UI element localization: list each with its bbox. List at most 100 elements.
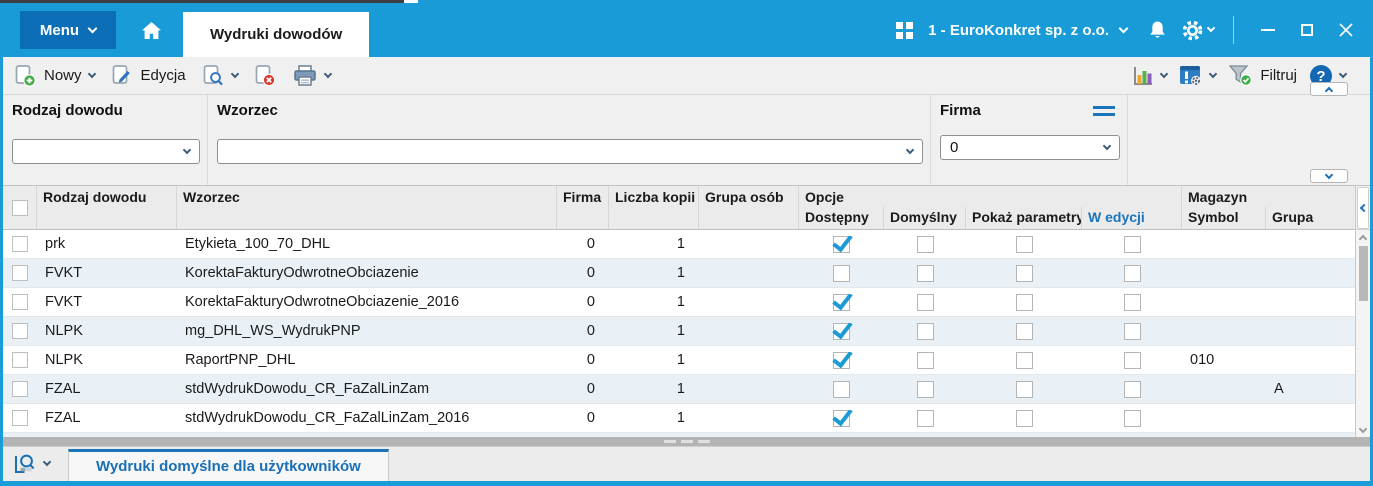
- edycja-checkbox[interactable]: [1123, 351, 1141, 369]
- collapse-filter-button[interactable]: [1310, 82, 1348, 96]
- column-header-wzorzec[interactable]: Wzorzec: [177, 186, 557, 229]
- collapse-side-panel-button[interactable]: [1357, 187, 1369, 229]
- domyslny-checkbox[interactable]: [916, 380, 934, 398]
- dostepny-checkbox[interactable]: [833, 409, 850, 427]
- preview-button[interactable]: [201, 64, 239, 88]
- analysis-button[interactable]: [1132, 65, 1169, 87]
- dostepny-checkbox[interactable]: [833, 235, 850, 253]
- bottom-tab-wydruki-domyslne[interactable]: Wydruki domyślne dla użytkowników: [68, 449, 389, 481]
- home-button[interactable]: [141, 21, 162, 40]
- filter-firma-select[interactable]: 0: [940, 135, 1120, 160]
- domyslny-checkbox[interactable]: [916, 293, 934, 311]
- filter-options-icon[interactable]: [1093, 105, 1115, 116]
- menu-button[interactable]: Menu: [20, 11, 116, 49]
- filter-wzorzec-label: Wzorzec: [217, 102, 278, 119]
- domyslny-checkbox[interactable]: [916, 351, 934, 369]
- pokaz-checkbox[interactable]: [1015, 235, 1033, 253]
- expand-filter-button[interactable]: [1310, 169, 1348, 183]
- filter-wzorzec-select[interactable]: [217, 139, 923, 164]
- dostepny-checkbox[interactable]: [833, 380, 850, 398]
- column-header-grupa-osob[interactable]: Grupa osób: [699, 186, 799, 229]
- pokaz-checkbox[interactable]: [1015, 351, 1033, 369]
- close-button[interactable]: [1339, 23, 1353, 37]
- printer-icon: [293, 64, 316, 86]
- pokaz-checkbox[interactable]: [1015, 380, 1033, 398]
- edit-button[interactable]: Edycja: [110, 64, 186, 88]
- edycja-checkbox[interactable]: [1123, 409, 1141, 427]
- pokaz-checkbox[interactable]: [1015, 322, 1033, 340]
- pokaz-checkbox[interactable]: [1015, 409, 1033, 427]
- scroll-up-button[interactable]: [1356, 230, 1370, 244]
- edit-button-label: Edycja: [140, 67, 186, 84]
- row-select-checkbox[interactable]: [12, 410, 28, 426]
- dostepny-checkbox[interactable]: [833, 293, 850, 311]
- column-header-liczba-kopii[interactable]: Liczba kopii: [609, 186, 699, 229]
- pokaz-checkbox[interactable]: [1015, 293, 1033, 311]
- tab-wydruki-dowodow[interactable]: Wydruki dowodów: [183, 12, 370, 57]
- company-selector[interactable]: 1 - EuroKonkret sp. z o.o.: [928, 22, 1129, 39]
- column-header-rodzaj-dowodu[interactable]: Rodzaj dowodu: [37, 186, 177, 229]
- row-select-checkbox[interactable]: [12, 381, 28, 397]
- column-header-w-edycji[interactable]: W edycji: [1082, 207, 1182, 229]
- row-select-checkbox[interactable]: [12, 352, 28, 368]
- new-button[interactable]: Nowy: [13, 64, 96, 88]
- delete-button[interactable]: [253, 64, 277, 88]
- settings-button[interactable]: [1182, 20, 1216, 41]
- column-header-domyslny[interactable]: Domyślny: [884, 207, 966, 229]
- dostepny-checkbox[interactable]: [833, 322, 850, 340]
- vertical-scrollbar[interactable]: [1356, 229, 1370, 437]
- row-select-checkbox[interactable]: [12, 265, 28, 281]
- column-header-firma[interactable]: Firma: [557, 186, 609, 229]
- row-select-checkbox[interactable]: [12, 236, 28, 252]
- maximize-button[interactable]: [1301, 24, 1313, 36]
- row-select-checkbox[interactable]: [12, 323, 28, 339]
- print-button[interactable]: [292, 64, 332, 88]
- table-row[interactable]: FVKT KorektaFakturyOdwrotneObciazenie_201…: [3, 288, 1355, 317]
- dostepny-checkbox[interactable]: [833, 351, 850, 369]
- notifications-button[interactable]: [1148, 20, 1167, 40]
- domyslny-checkbox[interactable]: [916, 409, 934, 427]
- cell-rodzaj-dowodu: FVKT: [45, 265, 83, 281]
- bottom-preview-button[interactable]: [13, 453, 52, 475]
- scrollbar-thumb[interactable]: [1358, 246, 1368, 301]
- table-row[interactable]: FZAL stdWydrukDowodu_CR_FaZalLinZam_2016 0…: [3, 404, 1355, 433]
- edycja-checkbox[interactable]: [1123, 235, 1141, 253]
- table-row[interactable]: FZAL stdWydrukDowodu_CR_FaZalLinZam 0 1 A: [3, 375, 1355, 404]
- minimize-button[interactable]: [1261, 29, 1275, 31]
- table-row[interactable]: NLPK RaportPNP_DHL 0 1 010: [3, 346, 1355, 375]
- dostepny-checkbox[interactable]: [833, 264, 850, 282]
- domyslny-checkbox[interactable]: [916, 264, 934, 282]
- column-group-opcje[interactable]: Opcje: [799, 186, 1182, 207]
- scroll-down-button[interactable]: [1356, 423, 1370, 437]
- filter-rodzaj-dowodu-select[interactable]: [12, 139, 200, 164]
- help-button[interactable]: ?: [1309, 64, 1348, 88]
- column-header-dostepny[interactable]: Dostępny: [799, 207, 884, 229]
- row-select-checkbox[interactable]: [12, 294, 28, 310]
- domyslny-checkbox[interactable]: [916, 235, 934, 253]
- column-header-symbol[interactable]: Symbol: [1182, 207, 1266, 229]
- cell-pokaz: [966, 264, 1082, 282]
- cell-pokaz: [966, 293, 1082, 311]
- select-all-checkbox[interactable]: [11, 199, 28, 216]
- chevron-up-icon: [1324, 86, 1334, 95]
- cell-wzorzec: mg_DHL_WS_WydrukPNP: [185, 323, 361, 339]
- pokaz-checkbox[interactable]: [1015, 264, 1033, 282]
- table-row[interactable]: prk Etykieta_100_70_DHL 0 1: [3, 230, 1355, 259]
- column-group-magazyn[interactable]: Magazyn: [1188, 189, 1248, 205]
- alerts-settings-button[interactable]: [1179, 65, 1218, 87]
- edycja-checkbox[interactable]: [1123, 322, 1141, 340]
- table-row[interactable]: FVKT KorektaFakturyOdwrotneObciazenie 0 1: [3, 259, 1355, 288]
- apps-button[interactable]: [896, 21, 914, 39]
- cell-wzorzec: KorektaFakturyOdwrotneObciazenie_2016: [185, 294, 460, 310]
- edycja-checkbox[interactable]: [1123, 380, 1141, 398]
- edycja-checkbox[interactable]: [1123, 293, 1141, 311]
- filter-button[interactable]: Filtruj: [1228, 64, 1297, 87]
- column-header-pokaz-parametry[interactable]: Pokaż parametry: [966, 207, 1082, 229]
- splitter-handle[interactable]: [3, 437, 1370, 446]
- domyslny-checkbox[interactable]: [916, 322, 934, 340]
- table-row[interactable]: NLPK mg_DHL_WS_WydrukPNP 0 1: [3, 317, 1355, 346]
- column-header-grupa[interactable]: Grupa: [1272, 208, 1314, 225]
- scrollbar-track[interactable]: [1356, 244, 1370, 423]
- cell-select: [3, 265, 37, 281]
- edycja-checkbox[interactable]: [1123, 264, 1141, 282]
